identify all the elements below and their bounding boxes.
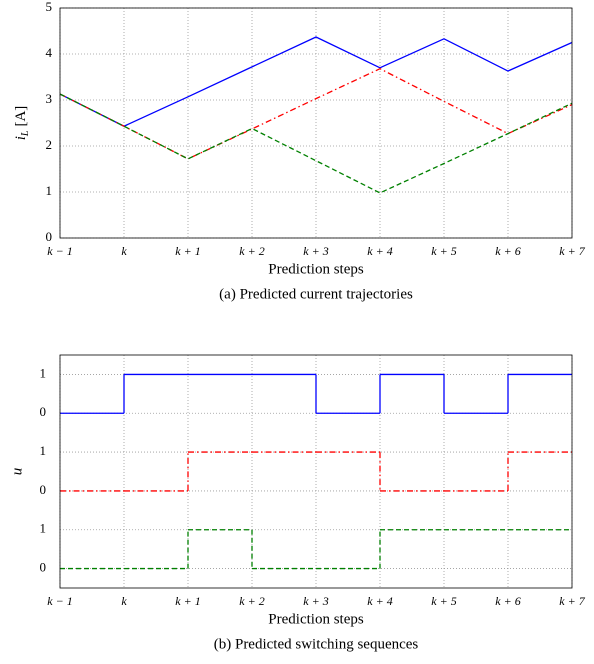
y-tick-label: 1	[46, 183, 53, 198]
caption: (b) Predicted switching sequences	[214, 636, 419, 652]
y-label-unit: [A]	[13, 106, 29, 127]
y-axis-label: u	[9, 468, 25, 476]
plot-frame	[59, 7, 573, 239]
y-tick-label: 0	[40, 482, 47, 497]
x-tick-label: k − 1	[47, 594, 72, 608]
y-tick-label: 0	[40, 560, 47, 575]
y-tick-label: 5	[46, 0, 53, 14]
x-tick-label: k + 7	[559, 244, 585, 258]
series-line	[59, 36, 573, 127]
y-tick-label: 1	[40, 365, 47, 380]
x-tick-label: k + 5	[431, 244, 456, 258]
y-tick-label: 2	[46, 137, 53, 152]
y-label-symbol: i	[13, 136, 29, 140]
y-tick-label: 0	[46, 229, 53, 244]
y-tick-label: 0	[40, 404, 47, 419]
x-tick-label: k + 7	[559, 594, 585, 608]
x-tick-label: k + 1	[175, 244, 200, 258]
y-axis-label: iL [A]	[13, 106, 31, 141]
caption: (a) Predicted current trajectories	[219, 286, 413, 302]
x-tick-label: k + 4	[367, 594, 392, 608]
series-line	[59, 93, 573, 194]
x-tick-label: k + 5	[431, 594, 456, 608]
x-tick-label: k	[121, 594, 127, 608]
y-label-subscript: L	[20, 130, 31, 137]
x-tick-label: k + 3	[303, 594, 328, 608]
x-axis-label: Prediction steps	[268, 611, 364, 627]
x-axis-label: Prediction steps	[268, 261, 364, 277]
y-tick-label: 4	[46, 45, 53, 60]
x-tick-label: k + 1	[175, 594, 200, 608]
x-tick-label: k + 3	[303, 244, 328, 258]
series-line	[59, 67, 573, 160]
y-tick-label: 1	[40, 521, 47, 536]
y-tick-label: 3	[46, 91, 53, 106]
x-tick-label: k + 2	[239, 244, 264, 258]
x-tick-label: k + 4	[367, 244, 392, 258]
y-tick-label: 1	[40, 443, 47, 458]
x-tick-label: k + 2	[239, 594, 264, 608]
x-tick-label: k	[121, 244, 127, 258]
plot-frame	[59, 354, 573, 589]
x-tick-label: k + 6	[495, 594, 520, 608]
x-tick-label: k − 1	[47, 244, 72, 258]
x-tick-label: k + 6	[495, 244, 520, 258]
